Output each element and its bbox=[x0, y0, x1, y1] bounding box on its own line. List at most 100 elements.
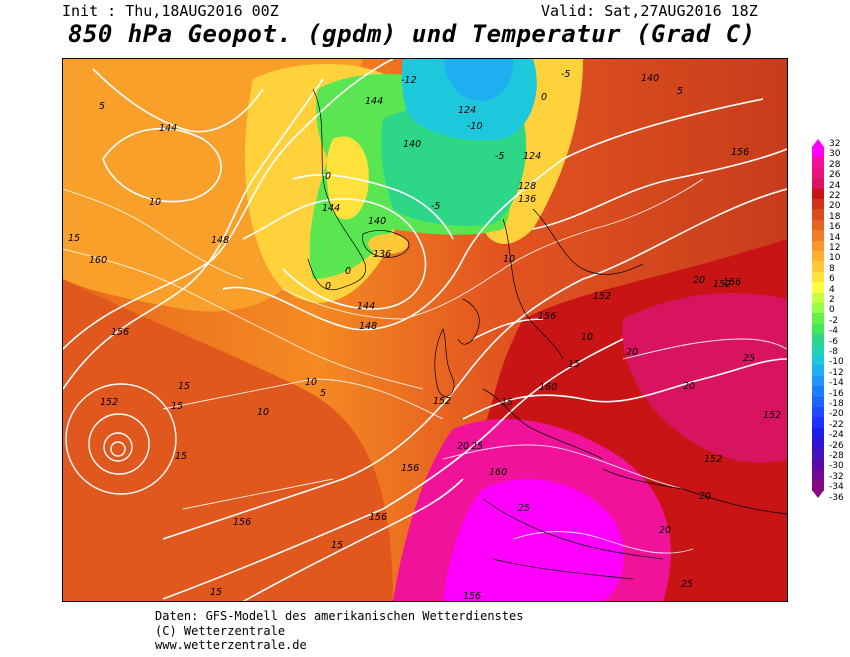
colorbar-label: 12 bbox=[829, 243, 841, 253]
colorbar-swatch bbox=[812, 157, 824, 169]
contour-label: 15 bbox=[178, 381, 190, 392]
contour-label: 20 bbox=[683, 381, 695, 392]
colorbar-swatch bbox=[812, 417, 824, 429]
contour-label: 136 bbox=[518, 194, 536, 205]
contour-label: 152 bbox=[763, 410, 781, 421]
temperature-zone-west bbox=[63, 279, 393, 601]
temperature-zone-blue bbox=[443, 59, 514, 101]
contour-label: 152 bbox=[704, 454, 722, 465]
contour-label: 156 bbox=[538, 311, 556, 322]
colorbar-swatch bbox=[812, 313, 824, 325]
footer-credits: Daten: GFS-Modell des amerikanischen Wet… bbox=[155, 609, 523, 653]
valid-time: Valid: Sat,27AUG2016 18Z bbox=[541, 2, 758, 20]
contour-label: 15 bbox=[171, 401, 183, 412]
colorbar-label: -6 bbox=[829, 336, 838, 347]
contour-label: 156 bbox=[369, 512, 387, 523]
contour-label: 0 bbox=[345, 266, 351, 277]
colorbar-swatch bbox=[812, 240, 824, 252]
contour-label: 152 bbox=[433, 396, 451, 407]
contour-label: 25 bbox=[518, 503, 530, 514]
colorbar-swatch bbox=[812, 188, 824, 200]
contour-label: 128 bbox=[518, 181, 536, 192]
colorbar-swatch bbox=[812, 230, 824, 242]
contour-label: 0 bbox=[325, 171, 331, 182]
contour-label: 5 bbox=[320, 388, 326, 399]
colorbar-label: 0 bbox=[829, 305, 835, 316]
colorbar-swatch bbox=[812, 438, 824, 450]
colorbar-label: -22 bbox=[829, 419, 844, 430]
contour-label: 124 bbox=[458, 105, 476, 116]
contour-label: 10 bbox=[305, 377, 317, 388]
colorbar-label: -34 bbox=[829, 482, 844, 493]
data-source-text: Daten: GFS-Modell des amerikanischen Wet… bbox=[155, 609, 524, 623]
website-link[interactable]: www.wetterzentrale.de bbox=[155, 638, 307, 652]
colorbar-swatch bbox=[812, 292, 824, 304]
contour-label: 25 bbox=[471, 441, 483, 452]
contour-label: 160 bbox=[539, 382, 557, 393]
colorbar-swatch bbox=[812, 178, 824, 190]
colorbar-label: 16 bbox=[829, 222, 841, 233]
contour-label: 15 bbox=[68, 233, 80, 244]
copyright-text: (C) Wetterzentrale bbox=[155, 623, 286, 638]
contour-label: 15 bbox=[501, 397, 513, 408]
contour-label: -10 bbox=[467, 121, 483, 132]
contour-label: 156 bbox=[731, 147, 749, 158]
contour-label: 136 bbox=[373, 249, 391, 260]
colorbar-swatch bbox=[812, 407, 824, 418]
contour-label: 0 bbox=[325, 281, 331, 292]
contour-label: 140 bbox=[368, 216, 386, 227]
colorbar-label: -20 bbox=[829, 409, 844, 420]
colorbar-swatch bbox=[812, 282, 824, 294]
contour-label: 144 bbox=[357, 301, 375, 312]
colorbar-label: -24 bbox=[829, 430, 844, 441]
weather-map: -12 124 140 144 -5 124 128 136 136 140 1… bbox=[62, 58, 788, 602]
contour-label: 124 bbox=[523, 151, 541, 162]
colorbar-label: -10 bbox=[829, 357, 844, 368]
coastlines bbox=[307, 88, 787, 580]
map-canvas: -12 124 140 144 -5 124 128 136 136 140 1… bbox=[63, 59, 787, 601]
colorbar-swatch bbox=[812, 344, 824, 356]
colorbar-label: -14 bbox=[829, 378, 844, 389]
colorbar-label: -32 bbox=[829, 471, 844, 482]
contour-label: 160 bbox=[89, 255, 107, 266]
low-pressure-rings bbox=[65, 383, 177, 495]
colorbar-label: -18 bbox=[829, 399, 844, 409]
contour-label: 0 bbox=[541, 92, 547, 103]
map-title: 850 hPa Geopot. (gpdm) und Temperatur (G… bbox=[68, 20, 756, 48]
contour-label: 20 bbox=[457, 441, 469, 452]
colorbar-swatch bbox=[812, 469, 824, 481]
colorbar-swatch bbox=[812, 365, 824, 377]
colorbar-swatch bbox=[812, 323, 824, 335]
contour-label: 15 bbox=[210, 587, 222, 598]
contour-label: 20 bbox=[626, 347, 638, 358]
colorbar-label: -26 bbox=[829, 440, 844, 451]
colorbar-label: 22 bbox=[829, 191, 841, 201]
contour-label: 140 bbox=[403, 139, 421, 150]
init-time: Init : Thu,18AUG2016 00Z bbox=[62, 2, 279, 20]
colorbar-swatch bbox=[812, 427, 824, 439]
colorbar-label: -8 bbox=[829, 347, 838, 357]
colorbar-swatch bbox=[812, 375, 824, 387]
contour-label: 10 bbox=[581, 332, 593, 343]
temperature-zone-iceland bbox=[368, 234, 408, 254]
contour-label: 5 bbox=[677, 86, 683, 97]
colorbar-swatch bbox=[812, 396, 824, 408]
contour-label: -5 bbox=[561, 69, 570, 80]
colorbar-label: 8 bbox=[829, 263, 835, 274]
contour-label: 144 bbox=[322, 203, 340, 214]
contour-label: -5 bbox=[495, 151, 504, 162]
contour-label: 20 bbox=[693, 275, 705, 286]
colorbar-label: 24 bbox=[829, 180, 841, 191]
colorbar-label: 18 bbox=[829, 211, 841, 222]
colorbar-top-arrow bbox=[812, 139, 824, 147]
contour-label: -12 bbox=[401, 75, 417, 86]
colorbar-swatch bbox=[812, 199, 824, 210]
colorbar-label: 10 bbox=[829, 253, 841, 264]
colorbar-swatch bbox=[812, 459, 824, 470]
contour-label: 152 bbox=[100, 397, 118, 408]
colorbar-swatch bbox=[812, 209, 824, 221]
colorbar-label: 32 bbox=[829, 139, 841, 149]
contour-label: 152 bbox=[593, 291, 611, 302]
temperature-colorbar bbox=[812, 147, 824, 491]
colorbar-label: 20 bbox=[829, 201, 841, 212]
